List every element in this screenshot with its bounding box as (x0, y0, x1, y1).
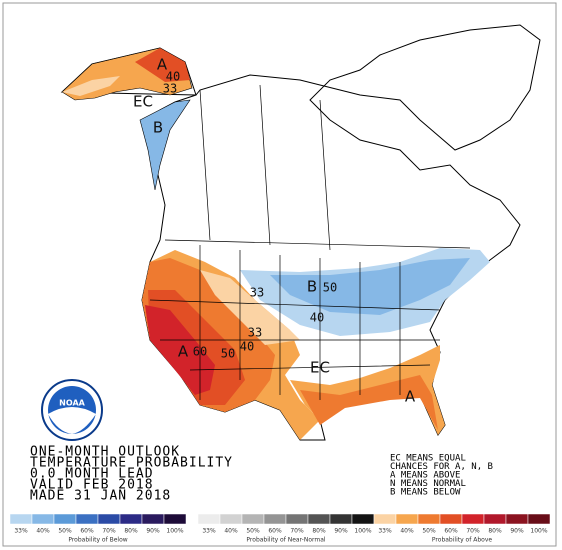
logo: NOAA (41, 379, 103, 441)
legend-tick: 50% (58, 528, 72, 535)
legend-swatch (307, 513, 331, 525)
legend-swatch (373, 513, 397, 525)
legend-tick: 70% (102, 528, 116, 535)
legend-title: Probability of Below (68, 537, 127, 544)
map-label: 50 (323, 281, 337, 295)
key-line: N MEANS NORMAL (390, 479, 466, 489)
legend-swatch (395, 513, 419, 525)
map-label: 33 (248, 326, 262, 340)
map-label: 40 (240, 340, 254, 354)
legend-tick: 100% (166, 528, 183, 535)
map-label: 33 (250, 286, 264, 300)
outlook-line: ONE-MONTH OUTLOOK (30, 445, 180, 460)
map-label: EC (310, 359, 330, 377)
legend-swatch (241, 513, 265, 525)
legend-swatch (417, 513, 441, 525)
key-line: CHANCES FOR A, N, B (390, 462, 493, 472)
legend-tick: 40% (36, 528, 50, 535)
legend-swatch (197, 513, 221, 525)
map-label: 33 (163, 82, 177, 96)
legend-swatch (439, 513, 463, 525)
legend-swatch (483, 513, 507, 525)
legend-tick: 60% (268, 528, 282, 535)
legend-swatch (505, 513, 529, 525)
map-label: 60 (193, 345, 207, 359)
legend-tick: 60% (444, 528, 458, 535)
legend-tick: 33% (378, 528, 392, 535)
legend-tick: 90% (510, 528, 524, 535)
legend-swatch (75, 513, 99, 525)
legend-tick: 90% (146, 528, 160, 535)
map (60, 24, 541, 441)
legend-tick: 50% (422, 528, 436, 535)
map-label: EC (133, 93, 153, 111)
legend-tick: 80% (488, 528, 502, 535)
key-line: EC MEANS EQUAL (390, 454, 466, 464)
map-label: 40 (310, 311, 324, 325)
legend-title: Probability of Near-Normal (246, 537, 325, 544)
map-label: 50 (221, 347, 235, 361)
legend-swatch (141, 513, 165, 525)
legend-swatch (219, 513, 243, 525)
legend-tick: 50% (246, 528, 260, 535)
legend-swatch (263, 513, 287, 525)
legend-tick: 100% (530, 528, 547, 535)
legend-swatch (9, 513, 33, 525)
legend-swatch (53, 513, 77, 525)
map-label: A (157, 56, 168, 74)
legend-tick: 100% (354, 528, 371, 535)
legend-swatch (119, 513, 143, 525)
legend-swatch (285, 513, 309, 525)
outlook-line: VALID FEB 2018 (30, 478, 154, 493)
legend-tick: 33% (202, 528, 216, 535)
outlook-line: TEMPERATURE PROBABILITY (30, 456, 233, 471)
legend-swatch (31, 513, 55, 525)
legend-tick: 80% (124, 528, 138, 535)
legend-tick: 80% (312, 528, 326, 535)
map-label: 40 (166, 70, 180, 84)
legend-swatch (461, 513, 485, 525)
legend-tick: 33% (14, 528, 28, 535)
logo-text: NOAA (59, 399, 85, 408)
legend-tick: 70% (466, 528, 480, 535)
map-label: A (178, 343, 189, 361)
outlook-line: 0.0 MONTH LEAD (30, 467, 154, 482)
map-label: A (405, 388, 416, 406)
legend-title: Probability of Above (432, 537, 492, 544)
map-label: B (307, 278, 317, 296)
legend-swatch (163, 513, 187, 525)
map-label: B (153, 119, 163, 137)
key-line: B MEANS BELOW (390, 488, 461, 498)
legend-swatch (351, 513, 375, 525)
key-line: A MEANS ABOVE (390, 471, 460, 481)
legend-tick: 40% (224, 528, 238, 535)
legend-swatch (329, 513, 353, 525)
legend-tick: 60% (80, 528, 94, 535)
legend-tick: 70% (290, 528, 304, 535)
legend-tick: 40% (400, 528, 414, 535)
legend-swatch (527, 513, 551, 525)
outlook-line: MADE 31 JAN 2018 (30, 489, 171, 504)
legend-swatch (97, 513, 121, 525)
legend-tick: 90% (334, 528, 348, 535)
